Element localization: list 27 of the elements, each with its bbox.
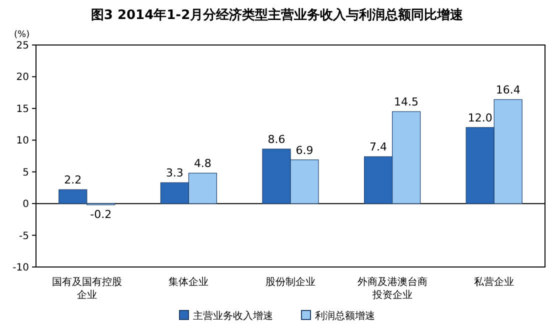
data-label: -0.2 (90, 208, 112, 221)
data-label: 6.9 (296, 144, 314, 157)
legend-label: 主营业务收入增速 (192, 311, 273, 322)
data-label: 16.4 (496, 84, 520, 97)
y-tick-label: 15 (16, 104, 29, 115)
y-tick-label: 0 (22, 199, 29, 210)
legend-label: 利润总额增速 (314, 311, 375, 322)
y-tick-label: 10 (16, 136, 29, 147)
data-label: 7.4 (370, 140, 388, 154)
data-label: 12.0 (468, 111, 492, 124)
data-label: 2.2 (64, 174, 82, 187)
y-tick-label: 20 (16, 72, 29, 84)
y-tick-label: 5 (22, 167, 29, 178)
x-tick-label: 国有及国有控股企业 (50, 276, 123, 302)
x-tick-label: 集体企业 (168, 276, 210, 289)
x-tick-label: 私营企业 (473, 276, 516, 289)
y-tick-label: 25 (16, 40, 29, 52)
x-tick-label: 外商及港澳台商投资企业 (356, 276, 428, 302)
data-label: 14.5 (394, 96, 419, 109)
y-axis-title: (%) (14, 30, 30, 40)
data-label: 8.6 (268, 133, 286, 146)
chart-title: 图3 2014年1-2月分经济类型主营业务收入与利润总额同比增速 (90, 6, 464, 24)
data-label: 3.3 (166, 166, 184, 180)
y-tick-label: -10 (12, 262, 29, 274)
y-tick-label: -5 (19, 230, 29, 242)
x-tick-label: 股份制企业 (264, 276, 316, 289)
data-label: 4.8 (194, 157, 212, 170)
